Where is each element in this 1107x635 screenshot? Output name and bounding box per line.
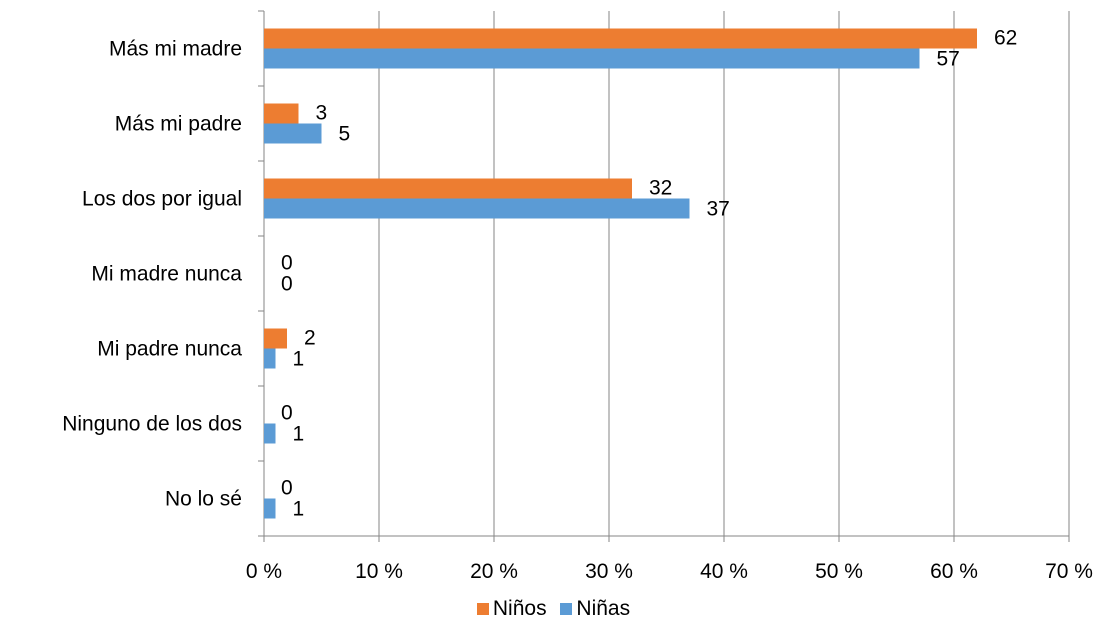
- legend-item-ninas: Niñas: [560, 597, 630, 621]
- data-label: 57: [937, 48, 960, 71]
- bar-ninos: [264, 328, 287, 349]
- bar-ninos: [264, 28, 977, 49]
- category-label: Más mi padre: [115, 113, 242, 136]
- data-label: 5: [339, 123, 351, 146]
- x-tick-label: 20 %: [470, 560, 518, 583]
- data-label: 1: [293, 348, 305, 371]
- bar-ninas: [264, 498, 276, 519]
- data-label: 2: [304, 327, 316, 350]
- category-label: Los dos por igual: [82, 188, 242, 211]
- category-label: No lo sé: [165, 488, 242, 511]
- x-tick-label: 60 %: [930, 560, 978, 583]
- bar-ninas: [264, 423, 276, 444]
- legend: Niños Niñas: [0, 597, 1107, 621]
- x-tick-label: 70 %: [1045, 560, 1093, 583]
- category-label: Más mi madre: [109, 38, 242, 61]
- bar-ninos: [264, 178, 632, 199]
- bar-ninas: [264, 348, 276, 369]
- data-label: 32: [649, 177, 672, 200]
- x-tick-label: 30 %: [585, 560, 633, 583]
- data-label: 37: [707, 198, 730, 221]
- bar-ninos: [264, 103, 299, 124]
- data-label: 1: [293, 423, 305, 446]
- x-tick-label: 50 %: [815, 560, 863, 583]
- data-label: 0: [281, 402, 293, 425]
- data-label: 0: [281, 477, 293, 500]
- data-label: 1: [293, 498, 305, 521]
- x-tick-label: 40 %: [700, 560, 748, 583]
- legend-item-ninos: Niños: [476, 597, 547, 621]
- bar-ninas: [264, 198, 690, 219]
- legend-label-ninas: Niñas: [576, 597, 631, 620]
- data-label: 0: [281, 273, 293, 296]
- category-label: Ninguno de los dos: [62, 413, 242, 436]
- legend-swatch-ninos: [476, 603, 489, 615]
- bar-ninas: [264, 123, 322, 144]
- legend-swatch-ninas: [560, 603, 573, 615]
- data-label: 62: [994, 27, 1017, 50]
- data-label: 0: [281, 252, 293, 275]
- category-label: Mi madre nunca: [91, 263, 242, 286]
- legend-label-ninos: Niños: [492, 597, 547, 620]
- x-tick-label: 0 %: [246, 560, 282, 583]
- bar-ninas: [264, 48, 920, 69]
- category-label: Mi padre nunca: [97, 338, 242, 361]
- x-tick-label: 10 %: [355, 560, 403, 583]
- data-label: 3: [316, 102, 328, 125]
